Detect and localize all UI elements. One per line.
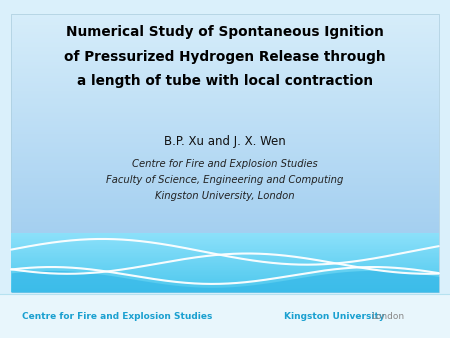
Text: B.P. Xu and J. X. Wen: B.P. Xu and J. X. Wen xyxy=(164,136,286,148)
Text: Faculty of Science, Engineering and Computing: Faculty of Science, Engineering and Comp… xyxy=(106,175,344,185)
Text: Centre for Fire and Explosion Studies: Centre for Fire and Explosion Studies xyxy=(132,159,318,169)
Text: Centre for Fire and Explosion Studies: Centre for Fire and Explosion Studies xyxy=(22,312,213,320)
Text: London: London xyxy=(371,312,405,320)
Text: of Pressurized Hydrogen Release through: of Pressurized Hydrogen Release through xyxy=(64,50,386,64)
Text: Kingston University, London: Kingston University, London xyxy=(155,191,295,201)
Text: Kingston University: Kingston University xyxy=(284,312,384,320)
Text: a length of tube with local contraction: a length of tube with local contraction xyxy=(77,74,373,88)
Text: Numerical Study of Spontaneous Ignition: Numerical Study of Spontaneous Ignition xyxy=(66,25,384,40)
